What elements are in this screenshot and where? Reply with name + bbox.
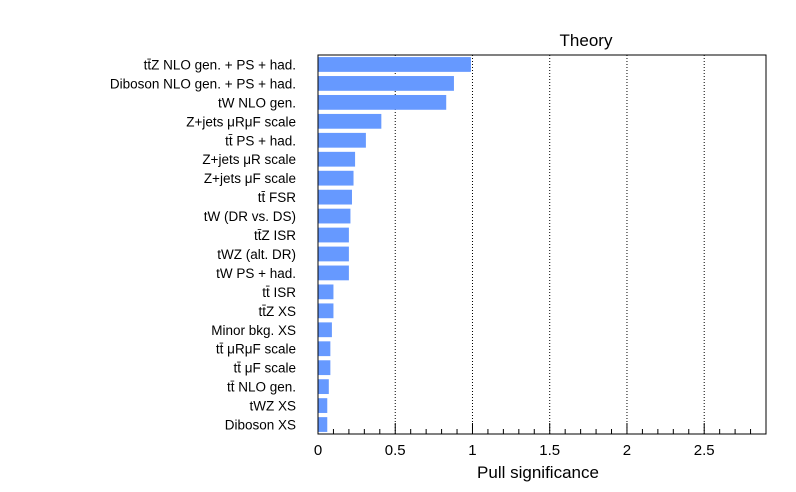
- x-axis-label: Pull significance: [477, 463, 599, 482]
- x-tick-label: 0: [314, 442, 322, 459]
- category-label: tt̄ μRμF scale: [216, 342, 296, 357]
- bar: [318, 76, 454, 91]
- x-axis-ticks: 0 0.5 1 1.5 2 2.5: [314, 423, 752, 459]
- category-label: Z+jets μR scale: [202, 152, 296, 167]
- bar: [318, 360, 331, 376]
- plot-frame: [317, 54, 767, 435]
- category-label: Z+jets μF scale: [204, 171, 296, 186]
- bar: [318, 398, 328, 413]
- category-label: tt̄ NLO gen.: [227, 380, 296, 395]
- bar: [318, 132, 366, 148]
- category-label: tWZ XS: [250, 399, 297, 414]
- bar: [318, 284, 334, 300]
- bar: [318, 170, 354, 186]
- category-label: tt̄ ISR: [262, 285, 296, 300]
- bar: [318, 94, 447, 110]
- bar: [318, 208, 351, 224]
- category-label: tt̄Z XS: [258, 304, 296, 319]
- x-tick-label: 1: [468, 442, 476, 459]
- bar: [318, 113, 382, 129]
- bar: [318, 189, 352, 205]
- category-label: Diboson NLO gen. + PS + had.: [110, 76, 296, 91]
- category-label: Z+jets μRμF scale: [186, 114, 296, 129]
- category-labels: tt̄Z NLO gen. + PS + had. Diboson NLO gen…: [110, 57, 296, 432]
- category-label: tt̄ μF scale: [233, 361, 296, 376]
- bar: [318, 227, 349, 243]
- category-label: tW (DR vs. DS): [204, 209, 296, 224]
- bar: [318, 341, 331, 357]
- x-tick-label: 1.5: [539, 442, 560, 459]
- bar: [318, 379, 329, 395]
- category-label: tt̄Z NLO gen. + PS + had.: [144, 57, 296, 72]
- chart-title: Theory: [560, 31, 613, 50]
- category-label: tt̄Z ISR: [254, 228, 296, 243]
- x-tick-label: 2.5: [694, 442, 715, 459]
- bar: [318, 322, 332, 338]
- bar: [318, 151, 356, 167]
- bar: [318, 303, 334, 319]
- bar: [318, 417, 328, 432]
- category-label: tW PS + had.: [216, 266, 296, 281]
- bar: [318, 57, 471, 72]
- bar: [318, 265, 349, 281]
- bars: [318, 57, 471, 432]
- bar: [318, 246, 349, 262]
- category-label: tW NLO gen.: [218, 95, 296, 110]
- grid-lines: [394, 55, 705, 434]
- category-label: tt̄ FSR: [258, 190, 297, 205]
- category-label: tt̄ PS + had.: [225, 133, 296, 148]
- category-label: Minor bkg. XS: [211, 323, 296, 338]
- category-label: tWZ (alt. DR): [217, 247, 296, 262]
- x-tick-label: 2: [623, 442, 631, 459]
- x-tick-label: 0.5: [385, 442, 406, 459]
- category-label: Diboson XS: [225, 418, 296, 433]
